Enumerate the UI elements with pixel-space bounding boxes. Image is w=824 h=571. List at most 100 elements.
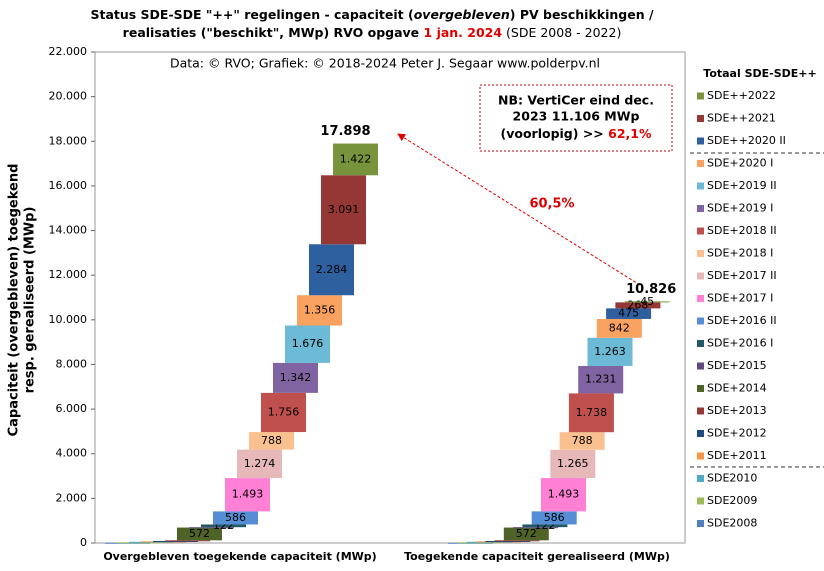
legend-swatch xyxy=(697,497,704,505)
legend-label: SDE+2019 II xyxy=(707,179,777,192)
legend-swatch xyxy=(697,520,704,527)
bar-segment xyxy=(213,511,258,525)
legend-swatch xyxy=(697,385,704,392)
data-label: 1.738 xyxy=(576,406,608,419)
bar-segment xyxy=(297,295,342,326)
note: 2023 11.106 MWp xyxy=(513,109,640,124)
bar-segment xyxy=(568,393,614,433)
bar-segment xyxy=(249,432,294,450)
data-label: 1.274 xyxy=(244,457,276,470)
data-label: 1.676 xyxy=(292,337,324,350)
bar-segment xyxy=(261,392,306,433)
legend-swatch xyxy=(697,452,704,460)
legend-label: SDE+2013 xyxy=(707,404,767,417)
bar-segment xyxy=(177,527,222,541)
legend-swatch xyxy=(697,317,704,325)
data-label: 1.493 xyxy=(548,488,580,501)
data-label: 475 xyxy=(618,307,639,320)
x-tick-label: Overgebleven toegekende capaciteit (MWp) xyxy=(103,550,376,563)
bar-segment xyxy=(513,527,559,529)
note-part: 62,1% xyxy=(608,126,652,141)
data-label: 1.756 xyxy=(268,405,300,418)
legend-label: SDE+2011 xyxy=(707,449,767,462)
bar-segment xyxy=(541,478,586,512)
total-label: 10.826 xyxy=(626,282,676,297)
legend-title: Totaal SDE-SDE++ xyxy=(703,67,816,80)
bar-segment xyxy=(587,337,633,366)
y-tick-label: 10.000 xyxy=(49,313,88,326)
y-tick-label: 4.000 xyxy=(56,447,88,460)
chart-title: realisaties ("beschikt", MWp) RVO opgave… xyxy=(123,25,622,40)
data-label: 2.284 xyxy=(316,263,348,276)
legend-label: SDE+2016 I xyxy=(707,337,773,350)
legend-swatch xyxy=(697,407,704,415)
bar-segment xyxy=(237,449,282,479)
note: NB: VertiCer eind dec. xyxy=(498,93,654,108)
legend-label: SDE+2020 I xyxy=(707,157,773,170)
bar-segment xyxy=(522,524,568,528)
bar-segment xyxy=(494,540,540,542)
bar-segment xyxy=(606,308,652,319)
data-label: 572 xyxy=(189,527,210,540)
bar-segment xyxy=(531,511,577,525)
data-label: 842 xyxy=(609,321,630,334)
bar-segment xyxy=(559,432,605,450)
legend-label: SDE+2017 II xyxy=(707,269,777,282)
legend-label: SDE+2012 xyxy=(707,427,767,440)
bar-segment xyxy=(201,524,246,528)
legend-label: SDE++2021 xyxy=(707,112,776,125)
bar-segment xyxy=(321,175,366,245)
legend-label: SDE++2020 II xyxy=(707,134,786,147)
bar-segment xyxy=(624,301,670,303)
data-label: 1.265 xyxy=(557,457,589,470)
legend-label: SDE+2018 I xyxy=(707,247,773,260)
bar-segment xyxy=(189,527,234,529)
y-tick-label: 2.000 xyxy=(56,491,88,504)
data-label: 1.356 xyxy=(304,303,336,316)
legend-swatch xyxy=(697,137,704,145)
bar-segment xyxy=(285,325,330,363)
data-label: 788 xyxy=(572,434,593,447)
legend-swatch xyxy=(697,227,704,235)
legend-swatch xyxy=(697,250,704,257)
arrow-label: 60,5% xyxy=(529,197,574,212)
legend-label: SDE++2022 xyxy=(707,89,776,102)
legend-swatch xyxy=(697,340,704,347)
bar-segment xyxy=(457,542,503,544)
data-label: 1.263 xyxy=(594,345,626,358)
data-label: 1.422 xyxy=(340,152,372,165)
note: (voorlopig) >> 62,1% xyxy=(501,126,652,141)
legend-swatch xyxy=(697,295,704,302)
x-tick-label: Toegekende capaciteit gerealiseerd (MWp) xyxy=(404,550,670,563)
y-axis-label: resp. gerealiseerd (MWp) xyxy=(23,207,38,394)
bar-segment xyxy=(153,540,198,542)
y-axis-label: Capaciteit (overgebleven) toegekend xyxy=(7,164,22,437)
y-tick-label: 16.000 xyxy=(49,179,88,192)
data-label: 1.231 xyxy=(585,373,617,386)
data-label: 572 xyxy=(516,527,537,540)
bar-segment xyxy=(550,449,596,479)
legend-label: SDE+2018 II xyxy=(707,224,777,237)
chart-title: Status SDE-SDE "++" regelingen - capacit… xyxy=(90,7,653,22)
legend-swatch xyxy=(697,272,704,280)
legend-label: SDE2008 xyxy=(707,517,757,530)
credit: Data: © RVO; Grafiek: © 2018-2024 Peter … xyxy=(170,56,600,71)
legend-label: SDE+2017 I xyxy=(707,292,773,305)
title-part: 1 jan. 2024 xyxy=(424,25,503,40)
bar-segment xyxy=(578,365,624,394)
bar-segment xyxy=(273,362,318,393)
y-tick-label: 8.000 xyxy=(56,357,88,370)
y-tick-label: 18.000 xyxy=(49,134,88,147)
title-part: (SDE 2008 - 2022) xyxy=(502,25,621,40)
y-tick-label: 22.000 xyxy=(49,45,88,58)
bar-segment xyxy=(596,318,642,338)
legend-swatch xyxy=(697,475,704,482)
legend-label: SDE2010 xyxy=(707,472,757,485)
legend-label: SDE2009 xyxy=(707,494,757,507)
legend-swatch xyxy=(697,205,704,212)
legend-swatch xyxy=(697,115,704,122)
data-label: 3.091 xyxy=(328,203,360,216)
legend-label: SDE+2015 xyxy=(707,359,767,372)
data-label: 45 xyxy=(640,295,654,308)
legend-swatch xyxy=(697,362,704,370)
